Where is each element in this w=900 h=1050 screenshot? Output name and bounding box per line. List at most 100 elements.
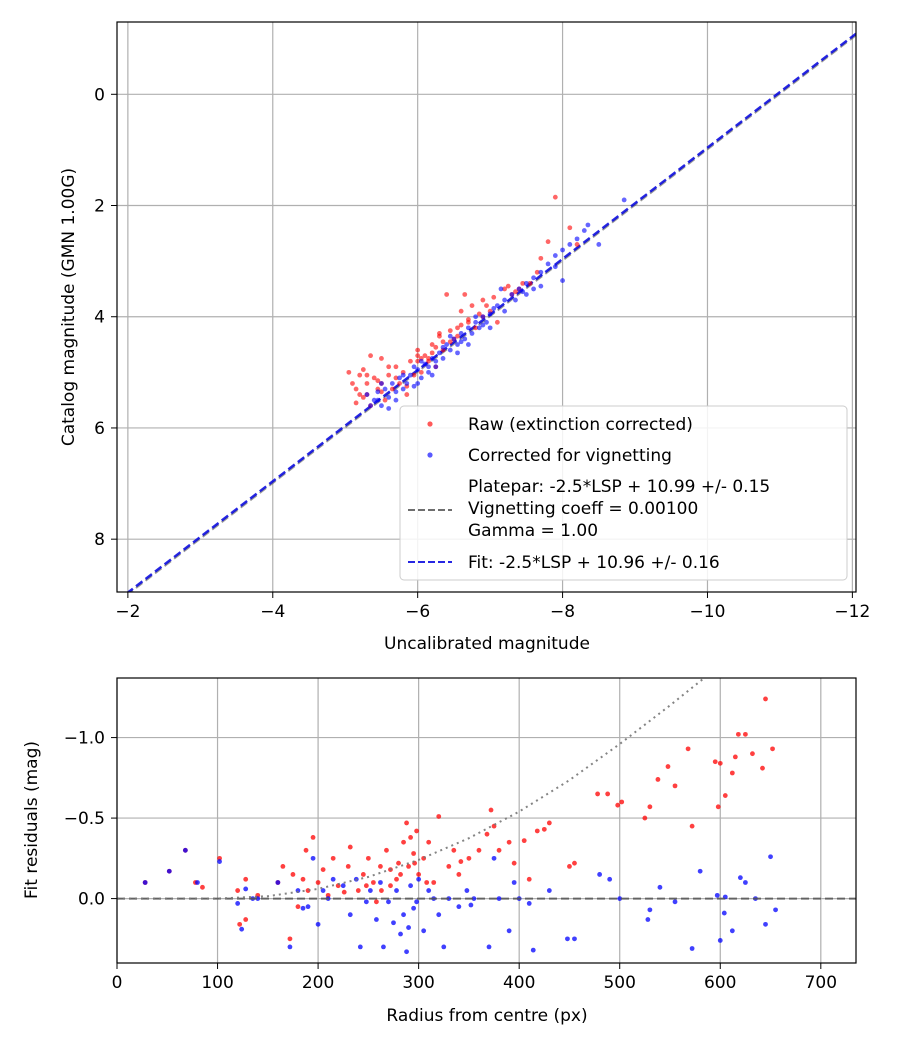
data-point (444, 342, 450, 347)
data-point (142, 880, 148, 885)
data-point (379, 888, 384, 893)
data-point (446, 863, 452, 869)
data-point (520, 280, 526, 286)
data-point (494, 319, 500, 325)
data-point (404, 381, 410, 386)
data-point (404, 949, 409, 955)
data-point (546, 820, 552, 826)
data-point (398, 931, 403, 937)
y-tick-label: 8 (94, 530, 105, 550)
data-point (655, 777, 661, 782)
data-point (465, 325, 471, 331)
data-point (243, 876, 249, 882)
bottom-scatter-points (142, 696, 778, 955)
data-point (458, 859, 464, 864)
data-point (509, 292, 515, 297)
data-point (511, 860, 517, 866)
data-point (456, 904, 462, 910)
data-point (572, 860, 577, 866)
legend-corrected-label: Corrected for vignetting (468, 446, 672, 466)
top-y-axis-label: Catalog magnitude (GMN 1.00G) (59, 168, 79, 446)
data-point (455, 350, 460, 356)
data-point (465, 317, 471, 322)
data-point (465, 342, 471, 347)
data-point (447, 339, 453, 345)
data-point (717, 760, 723, 766)
data-point (538, 255, 544, 261)
data-point (363, 883, 369, 889)
data-point (595, 791, 601, 797)
data-point (552, 194, 558, 200)
data-point (505, 283, 511, 289)
data-point (534, 269, 540, 275)
legend-corrected-marker (427, 452, 433, 458)
data-point (347, 912, 353, 918)
data-point (506, 928, 512, 934)
data-point (396, 860, 401, 866)
data-point (355, 888, 361, 893)
data-point (468, 902, 474, 908)
data-point (368, 403, 373, 409)
x-tick-label: 100 (201, 973, 233, 993)
data-point (388, 883, 393, 889)
x-tick-label: −2 (115, 602, 140, 622)
x-tick-label: 200 (302, 973, 334, 993)
data-point (365, 855, 371, 861)
data-point (415, 367, 421, 372)
data-point (384, 847, 389, 853)
data-point (287, 944, 293, 950)
data-point (426, 839, 432, 845)
data-point (462, 292, 468, 297)
data-point (567, 863, 572, 869)
data-point (393, 389, 399, 395)
data-point (526, 876, 532, 882)
data-point (491, 294, 497, 300)
data-point (433, 358, 439, 364)
data-point (310, 835, 316, 840)
data-point (408, 358, 413, 364)
bottom-chart: 0 100 200 300 400 500 600 700 0.0 −0.5 −1.0 Radiu… (22, 677, 857, 1026)
data-point (300, 905, 306, 911)
data-point (411, 364, 417, 370)
data-point (375, 389, 381, 395)
data-point (378, 863, 383, 869)
data-point (411, 372, 417, 378)
data-point (458, 308, 464, 314)
data-point (421, 928, 427, 934)
top-axes-frame (116, 21, 857, 593)
legend-gamma-label: Gamma = 1.00 (468, 521, 598, 541)
data-point (424, 880, 430, 885)
data-point (567, 242, 573, 247)
data-point (513, 297, 518, 303)
data-point (305, 904, 311, 910)
data-point (195, 880, 200, 885)
data-point (484, 303, 489, 309)
data-point (411, 851, 417, 856)
data-point (715, 804, 721, 810)
data-point (455, 325, 460, 331)
data-point (350, 381, 355, 386)
top-scatter-points (346, 194, 627, 411)
data-point (393, 375, 399, 381)
data-point (368, 353, 373, 359)
data-point (436, 814, 442, 819)
data-point (464, 888, 470, 893)
data-point (480, 314, 486, 320)
data-point (394, 888, 399, 893)
data-point (382, 397, 388, 403)
data-point (447, 328, 453, 334)
data-point (379, 403, 384, 409)
data-point (429, 350, 435, 356)
data-point (426, 364, 431, 370)
data-point (447, 347, 453, 353)
data-point (411, 905, 417, 911)
data-point (440, 344, 446, 350)
data-point (768, 854, 773, 860)
data-point (408, 883, 413, 889)
data-point (418, 358, 424, 364)
data-point (404, 392, 410, 397)
data-point (471, 896, 477, 901)
data-point (491, 305, 497, 311)
data-point (527, 280, 533, 286)
y-tick-label: 6 (94, 419, 105, 439)
